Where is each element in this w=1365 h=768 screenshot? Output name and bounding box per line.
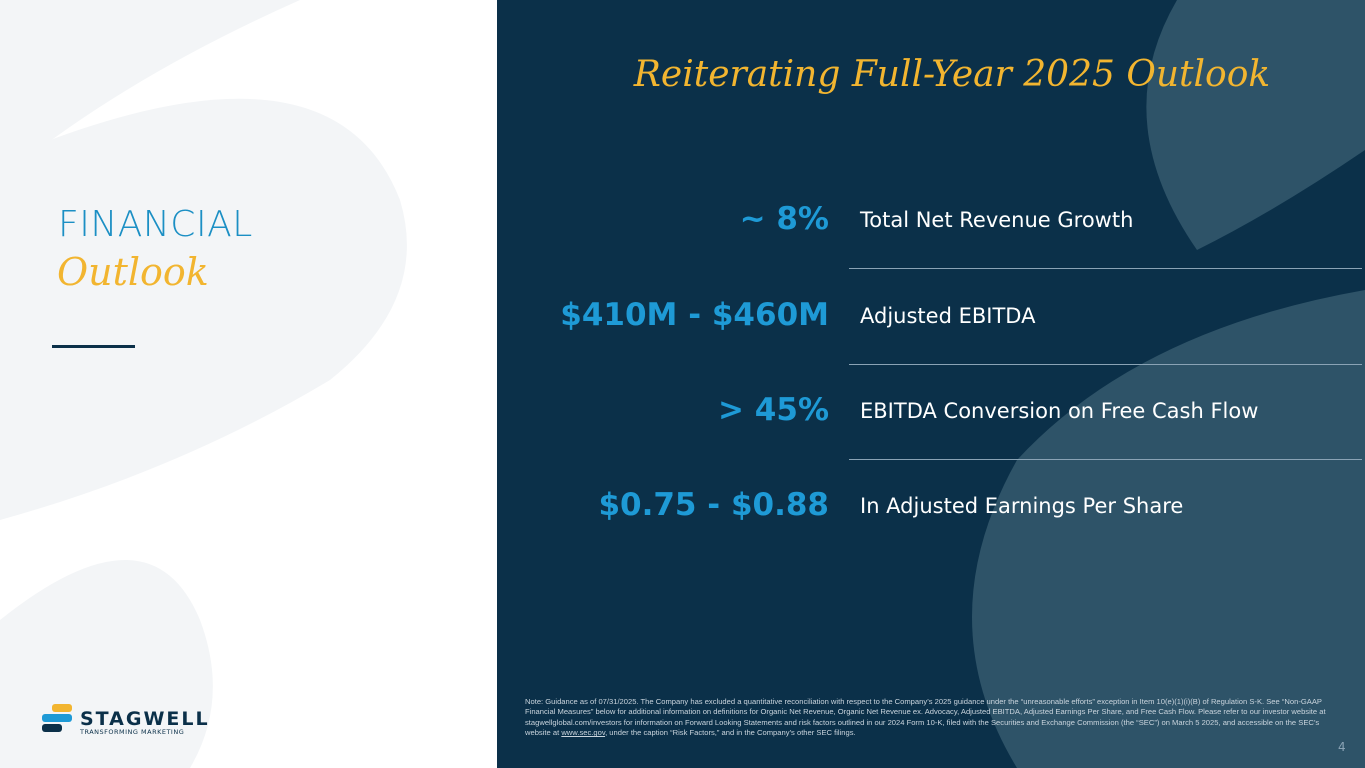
bg-shape xyxy=(1146,0,1365,250)
row-separator xyxy=(849,364,1362,365)
logo-tagline: TRANSFORMING MARKETING xyxy=(80,728,185,736)
right-panel xyxy=(497,0,1365,768)
bg-shape xyxy=(0,0,300,180)
outlook-value: > 45% xyxy=(718,392,829,428)
sidebar-subheading: Outlook xyxy=(57,250,209,294)
right-background xyxy=(972,0,1365,768)
logo-bar xyxy=(42,714,72,722)
row-separator xyxy=(849,459,1362,460)
left-panel: FINANCIAL Outlook STAGWELL TRANSFORMING … xyxy=(0,0,497,768)
logo-icon xyxy=(42,704,72,732)
outlook-value: $0.75 - $0.88 xyxy=(598,487,829,523)
footnote-link[interactable]: www.sec.gov xyxy=(561,728,606,738)
footnote-text: , under the caption “Risk Factors,” and … xyxy=(605,728,856,738)
outlook-label: Total Net Revenue Growth xyxy=(860,208,1134,232)
bg-shape xyxy=(0,98,407,520)
logo-bar xyxy=(42,724,62,732)
outlook-value: $410M - $460M xyxy=(560,297,829,333)
outlook-value: ~ 8% xyxy=(739,201,829,237)
row-separator xyxy=(849,268,1362,269)
footnote: Note: Guidance as of 07/31/2025. The Com… xyxy=(525,697,1347,739)
outlook-label: EBITDA Conversion on Free Cash Flow xyxy=(860,399,1259,423)
logo-bar xyxy=(52,704,72,712)
footnote-text: Note: Guidance as of 07/31/2025. The Com… xyxy=(525,697,1326,738)
sidebar-heading: FINANCIAL xyxy=(58,204,253,245)
page-number: 4 xyxy=(1338,740,1346,754)
left-background xyxy=(0,0,407,768)
bg-shape xyxy=(0,560,213,768)
outlook-label: Adjusted EBITDA xyxy=(860,304,1036,328)
outlook-label: In Adjusted Earnings Per Share xyxy=(860,494,1184,518)
divider xyxy=(52,345,135,348)
logo-name: STAGWELL xyxy=(80,708,210,730)
bg-shape xyxy=(972,290,1365,768)
slide-title: Reiterating Full-Year 2025 Outlook xyxy=(633,54,1271,95)
